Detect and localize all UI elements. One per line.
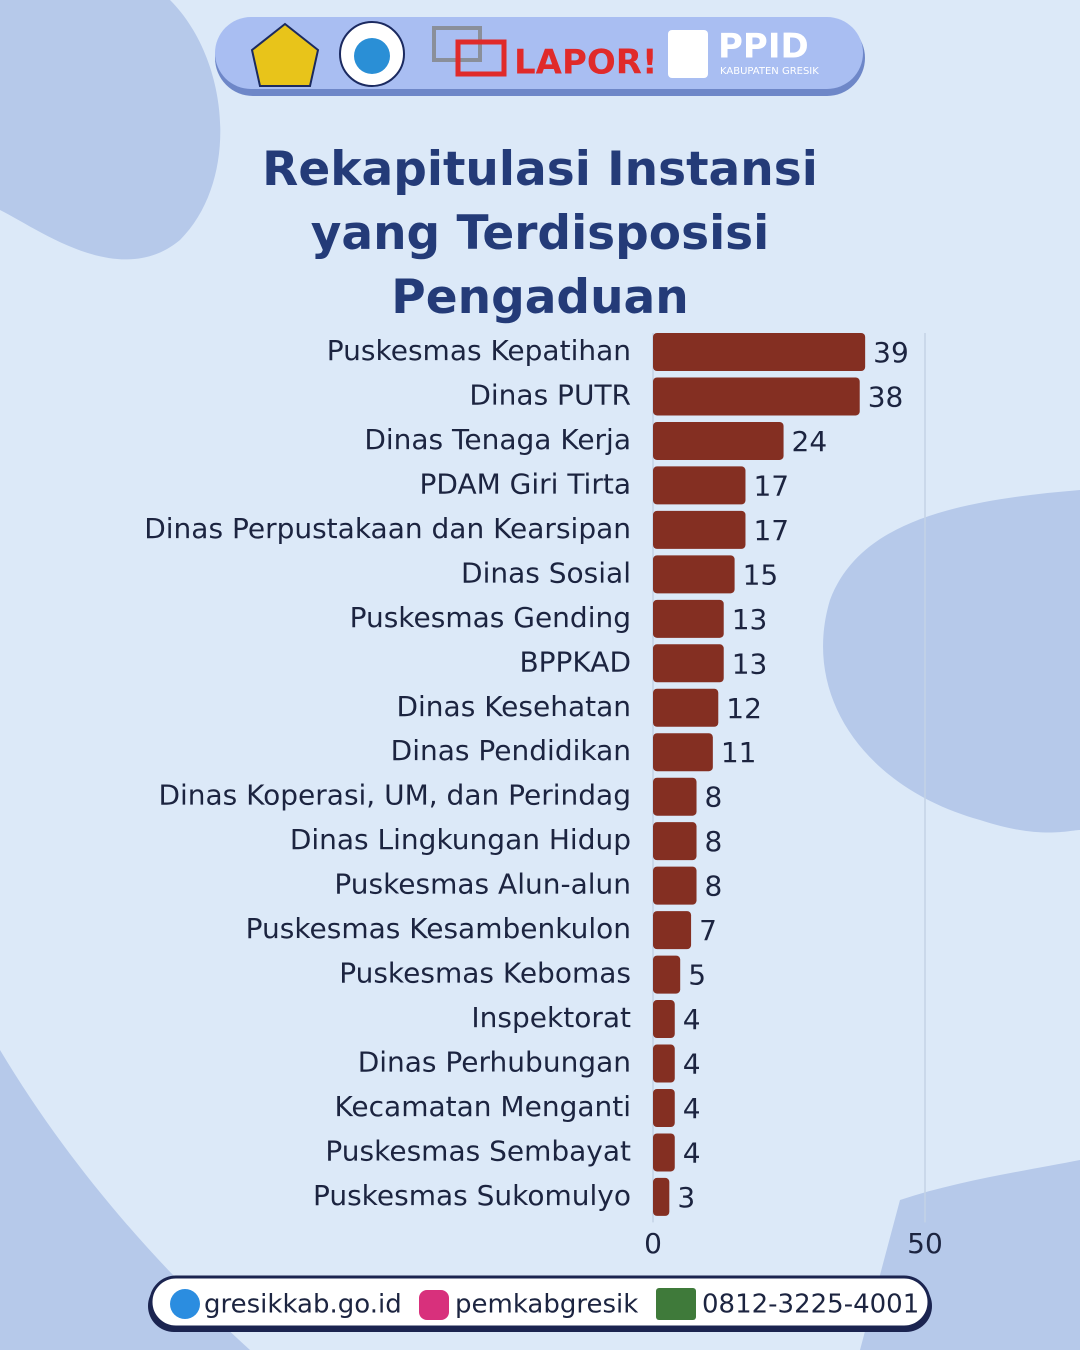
bar: [653, 510, 746, 549]
value-label: 13: [732, 603, 768, 636]
blob: [0, 1050, 250, 1350]
bar: [653, 466, 746, 505]
bar: [653, 777, 697, 816]
ppid-text: PPID: [718, 27, 809, 67]
bar: [653, 644, 724, 683]
bar: [653, 1088, 675, 1127]
bar: [653, 1133, 675, 1172]
logo-diskominfo-inner: [354, 38, 390, 74]
value-label: 5: [688, 959, 706, 992]
y-tick-label: Dinas Lingkungan Hidup: [290, 823, 631, 856]
bar: [653, 955, 681, 994]
bar: [653, 1044, 675, 1083]
value-label: 4: [683, 1048, 701, 1081]
value-label: 11: [721, 736, 757, 769]
value-label: 4: [683, 1003, 701, 1036]
bar: [653, 733, 713, 772]
lapor-gusti-icon: [656, 1288, 696, 1320]
bar: [653, 421, 784, 460]
logo-lapor-icon: [455, 39, 507, 77]
value-label: 4: [683, 1136, 701, 1169]
value-label: 3: [677, 1181, 695, 1214]
y-tick-label: Dinas Perhubungan: [358, 1046, 631, 1079]
ppid-sub: KABUPATEN GRESIK: [720, 66, 819, 77]
y-tick-label: Puskesmas Kesambenkulon: [246, 912, 631, 945]
x-tick-label: 50: [907, 1227, 943, 1260]
y-tick-label: Puskesmas Sukomulyo: [313, 1179, 631, 1212]
y-tick-label: Puskesmas Kepatihan: [327, 334, 631, 367]
bar: [653, 599, 724, 638]
globe-icon: [170, 1289, 200, 1319]
y-tick-label: BPPKAD: [519, 645, 631, 678]
value-label: 8: [705, 781, 723, 814]
footer-pill: [149, 1275, 931, 1329]
blob: [823, 490, 1080, 833]
footer-website: gresikkab.go.id: [204, 1290, 402, 1320]
y-tick-label: Dinas Tenaga Kerja: [364, 423, 631, 456]
y-tick-label: Kecamatan Menganti: [334, 1090, 631, 1123]
value-label: 8: [705, 870, 723, 903]
value-label: 17: [753, 469, 789, 502]
lapor-text: LAPOR!: [514, 43, 658, 83]
value-label: 39: [873, 336, 909, 369]
blob: [0, 0, 221, 260]
logo-gresik: [250, 22, 320, 87]
footer-phone: 0812-3225-4001: [702, 1290, 919, 1320]
y-tick-label: Puskesmas Gending: [350, 601, 631, 634]
footer-instagram: pemkabgresik: [455, 1290, 638, 1320]
y-tick-label: Dinas Perpustakaan dan Kearsipan: [144, 512, 631, 545]
y-tick-label: Dinas Kesehatan: [396, 690, 631, 723]
bar: [653, 822, 697, 861]
bar: [653, 1000, 675, 1039]
y-tick-label: Dinas Pendidikan: [391, 734, 631, 767]
y-tick-label: Dinas Koperasi, UM, dan Perindag: [158, 779, 631, 812]
value-label: 13: [732, 647, 768, 680]
bar: [653, 333, 866, 371]
bar: [653, 377, 860, 416]
value-label: 38: [868, 380, 904, 413]
instagram-icon: [419, 1290, 449, 1320]
x-tick-label: 0: [644, 1227, 662, 1260]
value-label: 17: [753, 514, 789, 547]
y-tick-label: Dinas Sosial: [461, 556, 631, 589]
bar: [653, 911, 692, 950]
chart-title: Rekapitulasi Instansi yang Terdisposisi …: [262, 142, 818, 325]
bar: [653, 688, 719, 727]
value-label: 15: [743, 558, 779, 591]
bar: [653, 866, 697, 905]
y-tick-label: Inspektorat: [471, 1001, 631, 1034]
logo-ppid-icon: [668, 30, 708, 78]
y-tick-label: Puskesmas Sembayat: [325, 1134, 631, 1167]
y-tick-label: Puskesmas Alun-alun: [334, 868, 631, 901]
value-label: 24: [792, 425, 828, 458]
y-tick-label: PDAM Giri Tirta: [419, 467, 631, 500]
bar: [653, 555, 735, 594]
bar: [653, 1177, 670, 1216]
value-label: 7: [699, 914, 717, 947]
y-tick-label: Dinas PUTR: [469, 378, 631, 411]
value-label: 8: [705, 825, 723, 858]
y-tick-label: Puskesmas Kebomas: [339, 957, 631, 990]
value-label: 12: [726, 692, 762, 725]
value-label: 4: [683, 1092, 701, 1125]
